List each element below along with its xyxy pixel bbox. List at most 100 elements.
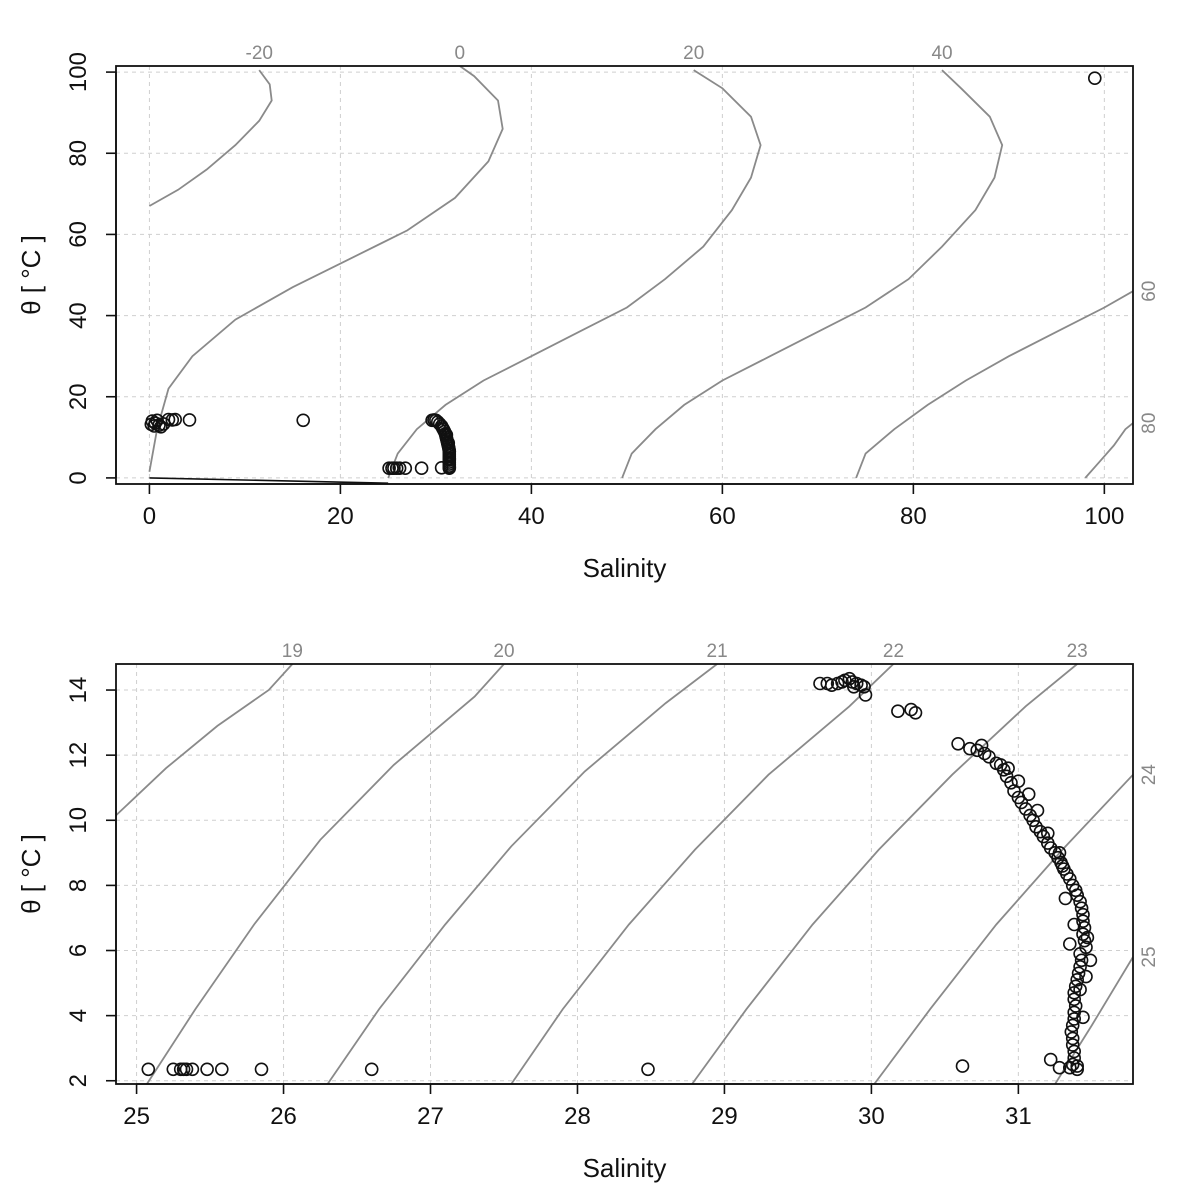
data-point bbox=[1070, 1062, 1084, 1077]
y-axis-title: θ [ °C ] bbox=[16, 834, 46, 914]
y-tick-label: 10 bbox=[65, 807, 92, 834]
isopycnal-line bbox=[691, 664, 1078, 1084]
plot-frame bbox=[115, 65, 1134, 485]
data-point bbox=[442, 444, 457, 458]
x-tick-label: 25 bbox=[123, 1103, 150, 1130]
data-point bbox=[168, 412, 182, 427]
y-tick-label: 40 bbox=[65, 302, 92, 329]
data-point bbox=[1063, 872, 1077, 886]
isopycnal-line bbox=[116, 664, 294, 817]
data-point bbox=[1043, 1052, 1058, 1067]
data-point bbox=[442, 452, 457, 467]
data-point bbox=[1064, 1025, 1079, 1039]
y-tick-label: 100 bbox=[65, 52, 92, 92]
isopycnal-line bbox=[148, 66, 504, 472]
data-point bbox=[1004, 775, 1018, 790]
data-point bbox=[141, 1062, 156, 1077]
data-point bbox=[1029, 819, 1043, 834]
isopycnal-label: 0 bbox=[454, 43, 465, 64]
isopycnal-label: 40 bbox=[931, 43, 952, 64]
data-point bbox=[254, 1062, 269, 1077]
data-point bbox=[1080, 930, 1095, 945]
freezing-point-line bbox=[149, 477, 389, 484]
data-point bbox=[1021, 787, 1036, 802]
data-point bbox=[398, 461, 413, 476]
isopycnal-label: 20 bbox=[683, 43, 704, 64]
isopycnal-label: 20 bbox=[493, 641, 514, 662]
data-point bbox=[1076, 1010, 1090, 1025]
isopycnal-label: 60 bbox=[1139, 281, 1160, 302]
isopycnal-line bbox=[326, 664, 718, 1084]
data-point bbox=[156, 417, 171, 431]
data-point bbox=[1073, 946, 1087, 961]
x-tick-label: 100 bbox=[1084, 503, 1124, 530]
data-point bbox=[1068, 999, 1083, 1013]
data-point bbox=[439, 428, 454, 442]
x-tick-label: 30 bbox=[858, 1103, 885, 1130]
x-tick-label: 0 bbox=[143, 503, 156, 530]
data-point bbox=[1074, 901, 1089, 916]
plot-frame bbox=[115, 663, 1134, 1085]
data-point bbox=[1065, 1031, 1080, 1046]
y-tick-label: 20 bbox=[65, 383, 92, 410]
data-point bbox=[974, 738, 989, 753]
isopycnal-line bbox=[387, 69, 762, 479]
data-point bbox=[1055, 859, 1070, 873]
data-point bbox=[1067, 1012, 1081, 1026]
data-point bbox=[1077, 933, 1092, 948]
data-point bbox=[891, 704, 905, 719]
isopycnal-line bbox=[1084, 422, 1133, 479]
isopycnal-line bbox=[873, 774, 1133, 1084]
y-tick-label: 8 bbox=[65, 879, 92, 892]
isopycnal-label: 19 bbox=[282, 641, 303, 662]
x-tick-label: 31 bbox=[1005, 1103, 1032, 1130]
data-point bbox=[1041, 826, 1055, 841]
data-point bbox=[296, 413, 311, 428]
data-point bbox=[1052, 1060, 1067, 1075]
data-point bbox=[200, 1062, 214, 1077]
x-tick-label: 26 bbox=[270, 1103, 297, 1130]
data-point bbox=[842, 671, 857, 686]
y-tick-label: 4 bbox=[65, 1009, 92, 1022]
data-point bbox=[1063, 937, 1077, 951]
data-point bbox=[441, 436, 456, 450]
isopycnal-label: 24 bbox=[1139, 764, 1160, 786]
y-tick-label: 80 bbox=[65, 140, 92, 167]
x-tick-label: 28 bbox=[564, 1103, 591, 1130]
data-point bbox=[1074, 953, 1089, 968]
x-tick-label: 27 bbox=[417, 1103, 444, 1130]
data-point bbox=[1065, 1057, 1080, 1072]
data-point bbox=[1071, 966, 1086, 981]
data-point bbox=[442, 460, 457, 475]
data-point bbox=[1073, 959, 1087, 974]
data-point bbox=[970, 743, 985, 758]
panel-full-range: 0 20 40 60 80 100 0 20 40 60 80 100 -20 0 20 40 60 80 Sa… bbox=[16, 43, 1160, 583]
data-point bbox=[908, 705, 923, 720]
y-tick-label: 2 bbox=[65, 1074, 92, 1087]
x-tick-label: 40 bbox=[518, 503, 545, 530]
isopycnal-line bbox=[855, 290, 1133, 479]
data-point bbox=[1083, 953, 1098, 968]
data-point bbox=[414, 461, 429, 476]
data-point bbox=[1067, 917, 1081, 932]
y-tick-label: 14 bbox=[65, 677, 92, 704]
isopycnal-label: 80 bbox=[1139, 413, 1160, 434]
y-tick-label: 6 bbox=[65, 944, 92, 957]
y-tick-label: 60 bbox=[65, 221, 92, 248]
isopycnal-line bbox=[148, 69, 273, 207]
data-point bbox=[1076, 914, 1090, 929]
data-point bbox=[364, 1062, 379, 1077]
isopycnal-label: 21 bbox=[707, 641, 728, 662]
data-point bbox=[1001, 761, 1015, 776]
data-point bbox=[846, 679, 861, 694]
data-point bbox=[1073, 982, 1087, 997]
data-point bbox=[1058, 891, 1073, 906]
isopycnal-label: -20 bbox=[246, 43, 273, 64]
isopycnal-label: 25 bbox=[1139, 946, 1160, 967]
data-point bbox=[1052, 845, 1067, 860]
data-point bbox=[1030, 803, 1045, 818]
data-point bbox=[215, 1062, 229, 1077]
data-point bbox=[955, 1059, 970, 1073]
